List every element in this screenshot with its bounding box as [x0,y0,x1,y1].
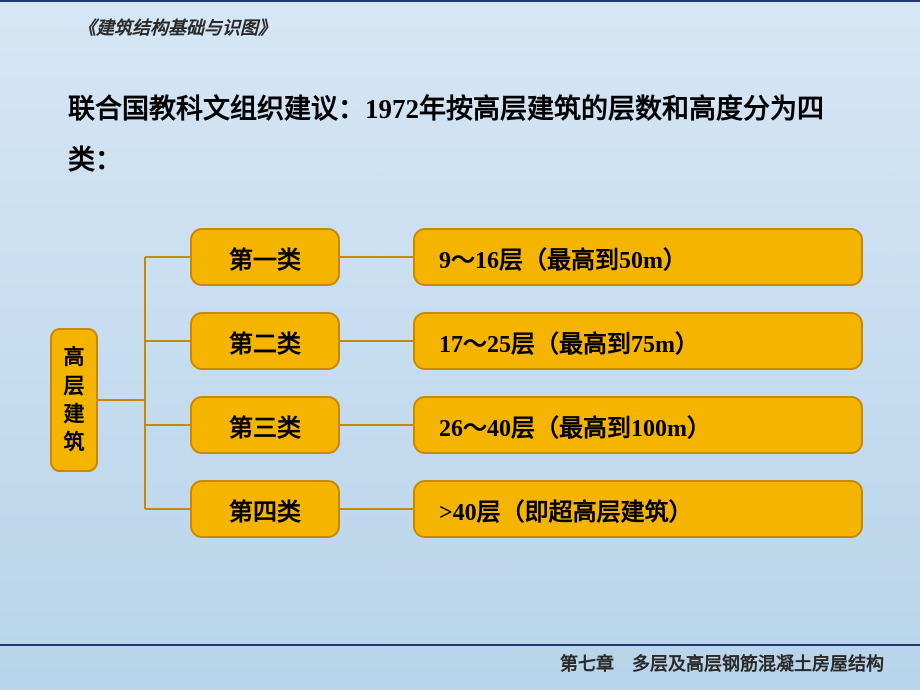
description-node-2: 17～25层（最高到75m） [413,312,863,370]
bottom-rule [0,644,920,646]
root-char-2: 层 [64,372,85,400]
description-node-1: 9～16层（最高到50m） [413,228,863,286]
root-char-4: 筑 [64,428,85,456]
root-node: 高 层 建 筑 [50,328,98,472]
category-node-1: 第一类 [190,228,340,286]
description-node-3: 26～40层（最高到100m） [413,396,863,454]
category-node-4: 第四类 [190,480,340,538]
chapter-footer: 第七章 多层及高层钢筋混凝土房屋结构 [560,650,884,676]
category-node-3: 第三类 [190,396,340,454]
category-node-2: 第二类 [190,312,340,370]
root-char-3: 建 [64,400,85,428]
classification-diagram: 高 层 建 筑 第一类 9～16层（最高到50m） 第二类 17～25层（最高到75m… [50,228,870,548]
top-rule [0,0,920,2]
slide-heading: 联合国教科文组织建议：1972年按高层建筑的层数和高度分为四类： [68,84,860,187]
description-node-4: >40层（即超高层建筑） [413,480,863,538]
book-title: 《建筑结构基础与识图》 [78,14,276,40]
root-char-1: 高 [64,343,85,371]
